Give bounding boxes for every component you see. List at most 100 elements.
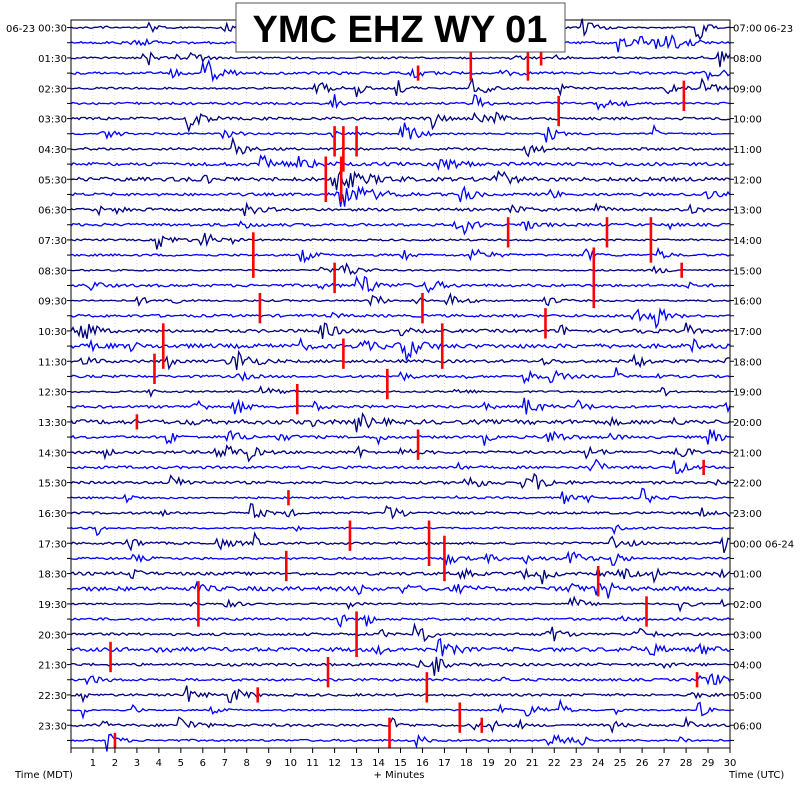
left-time-label: 03:30 <box>38 115 67 126</box>
right-time-label: 11:00 <box>733 145 762 156</box>
label-layer: 1 2 3 4 5 6 7 8 9 10 11 12 13 14 15 16 17 18 19 20 21 22 23 24 2… <box>38 24 794 769</box>
right-time-label: 14:00 <box>733 236 762 247</box>
trace-row <box>70 397 731 415</box>
trace-row <box>70 322 731 339</box>
x-tick-label: 26 <box>636 758 649 769</box>
x-tick-label: 28 <box>680 758 693 769</box>
trace-row <box>70 58 731 83</box>
right-time-label: 12:00 <box>733 175 762 186</box>
left-time-label: 08:30 <box>38 266 67 277</box>
grid-layer <box>92 20 709 748</box>
x-tick-label: 3 <box>134 758 140 769</box>
left-time-label: 21:30 <box>38 661 67 672</box>
trace-row <box>70 580 731 599</box>
right-time-label: 15:00 <box>733 266 762 277</box>
left-time-label: 17:30 <box>38 539 67 550</box>
left-time-label: 06:30 <box>38 206 67 217</box>
left-time-label: 22:30 <box>38 691 67 702</box>
x-tick-label: 7 <box>222 758 228 769</box>
trace-row <box>70 733 731 752</box>
left-time-label: 00:30 <box>38 24 67 35</box>
right-time-label: 00:00 06-24 <box>733 539 794 550</box>
right-time-label: 18:00 <box>733 357 762 368</box>
right-time-label: 08:00 <box>733 54 762 65</box>
trace-row <box>70 122 731 143</box>
trace-row <box>71 385 731 399</box>
left-time-label: 18:30 <box>38 570 67 581</box>
right-time-label: 22:00 <box>733 479 762 490</box>
right-time-label: 06:00 <box>733 721 762 732</box>
x-tick-label: 4 <box>156 758 162 769</box>
trace-row <box>70 503 731 520</box>
trace-row <box>70 201 731 217</box>
x-tick-label: 25 <box>614 758 627 769</box>
trace-row <box>70 220 731 236</box>
trace-row <box>70 306 731 330</box>
trace-row <box>70 336 731 361</box>
trace-row <box>70 550 731 567</box>
left-time-label: 04:30 <box>38 145 67 156</box>
x-axis-label: + Minutes <box>374 770 425 781</box>
trace-row <box>70 595 731 613</box>
left-axis-label: Time (MDT) <box>14 770 73 781</box>
x-tick-label: 2 <box>112 758 118 769</box>
trace-row <box>70 246 731 264</box>
x-tick-label: 1 <box>90 758 96 769</box>
trace-row <box>71 443 731 463</box>
trace-row <box>70 185 731 207</box>
trace-row <box>70 698 731 720</box>
left-time-label: 05:30 <box>38 175 67 186</box>
trace-row <box>70 154 731 172</box>
left-date-label: 06-23 <box>6 24 35 35</box>
x-tick-label: 29 <box>702 758 715 769</box>
left-time-label: 19:30 <box>38 600 67 611</box>
trace-row <box>70 566 731 585</box>
right-time-label: 03:00 <box>733 630 762 641</box>
trace-row <box>70 292 731 308</box>
right-time-label: 04:00 <box>733 661 762 672</box>
left-time-label: 20:30 <box>38 630 67 641</box>
x-tick-label: 6 <box>200 758 206 769</box>
trace-row <box>70 136 731 158</box>
x-tick-label: 21 <box>526 758 539 769</box>
right-time-label: 09:00 <box>733 84 762 95</box>
right-time-label: 07:00 <box>733 24 762 35</box>
trace-row <box>70 50 731 68</box>
left-time-label: 12:30 <box>38 388 67 399</box>
x-tick-label: 17 <box>438 758 451 769</box>
x-tick-label: 5 <box>178 758 184 769</box>
right-time-label: 19:00 <box>733 388 762 399</box>
x-tick-label: 24 <box>592 758 605 769</box>
right-time-label: 13:00 <box>733 206 762 217</box>
trace-row <box>70 487 731 505</box>
chart-title: YMC EHZ WY 01 <box>253 9 548 51</box>
trace-row <box>70 685 731 704</box>
x-tick-label: 11 <box>306 758 319 769</box>
trace-row <box>70 672 731 686</box>
chart-title-box: YMC EHZ WY 01 <box>235 2 566 53</box>
left-time-label: 01:30 <box>38 54 67 65</box>
trace-row <box>70 262 731 276</box>
trace-row <box>70 111 731 134</box>
left-time-label: 09:30 <box>38 297 67 308</box>
trace-row <box>70 232 731 250</box>
trace-row <box>70 94 731 111</box>
trace-row <box>70 428 731 446</box>
left-time-label: 15:30 <box>38 479 67 490</box>
left-time-label: 14:30 <box>38 448 67 459</box>
right-time-label: 23:00 <box>733 509 762 520</box>
trace-row <box>70 77 731 98</box>
trace-row <box>70 656 731 676</box>
trace-row <box>70 412 731 433</box>
x-tick-label: 13 <box>350 758 363 769</box>
trace-row <box>70 458 731 474</box>
x-tick-label: 10 <box>284 758 297 769</box>
right-time-label: 02:00 <box>733 600 762 611</box>
x-tick-label: 12 <box>328 758 341 769</box>
trace-row <box>70 622 731 643</box>
x-tick-label: 30 <box>724 758 737 769</box>
right-time-label: 05:00 <box>733 691 762 702</box>
trace-row <box>70 472 731 490</box>
left-time-label: 11:30 <box>38 357 67 368</box>
